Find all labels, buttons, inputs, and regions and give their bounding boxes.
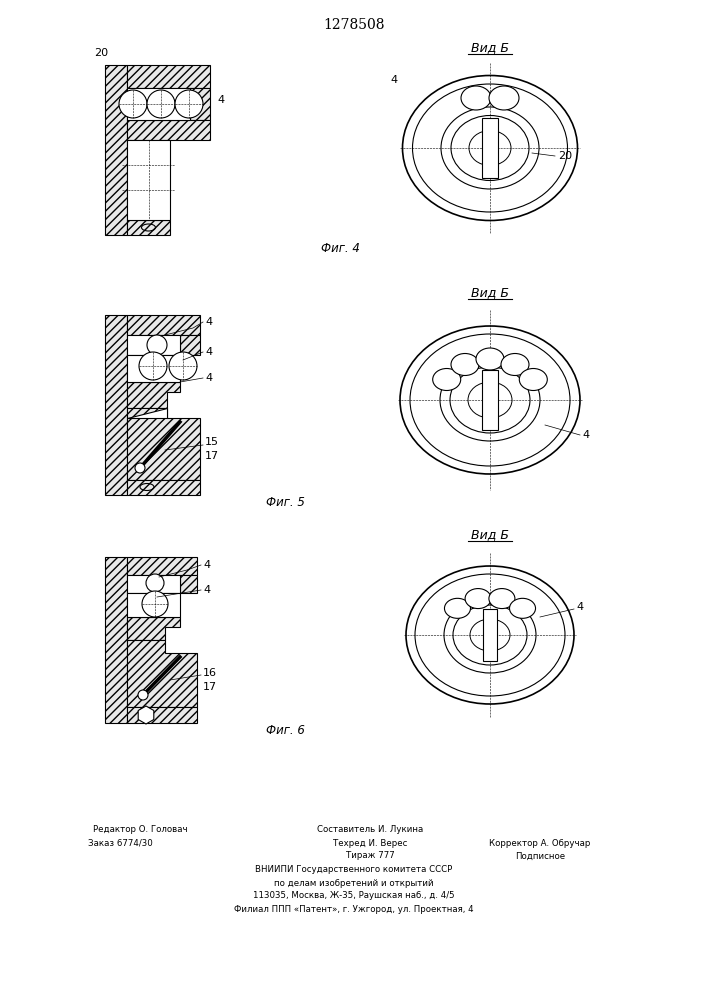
Text: Редактор О. Головач: Редактор О. Головач [93,826,187,834]
Polygon shape [190,88,210,120]
Text: Корректор А. Обручар: Корректор А. Обручар [489,838,590,848]
Polygon shape [127,408,200,480]
Polygon shape [127,140,170,220]
Polygon shape [127,575,180,593]
Polygon shape [127,315,200,335]
Ellipse shape [461,86,491,110]
Text: Фиг. 4: Фиг. 4 [320,241,359,254]
Polygon shape [127,65,210,88]
Polygon shape [105,557,127,723]
Ellipse shape [510,598,535,618]
Ellipse shape [489,86,519,110]
Polygon shape [127,557,197,575]
Polygon shape [105,65,127,235]
Polygon shape [127,382,180,408]
Text: 4: 4 [203,585,210,595]
Polygon shape [127,120,210,140]
Ellipse shape [489,589,515,609]
Circle shape [139,352,167,380]
Text: 15: 15 [205,437,219,447]
Text: Вид Б: Вид Б [471,41,509,54]
Polygon shape [127,220,170,235]
Text: 17: 17 [205,451,219,461]
Polygon shape [180,335,200,355]
Text: по делам изобретений и открытий: по делам изобретений и открытий [274,879,434,888]
Circle shape [169,352,197,380]
Polygon shape [127,355,180,382]
Ellipse shape [445,598,470,618]
Polygon shape [127,640,197,707]
Text: 4: 4 [576,602,583,612]
Circle shape [138,690,148,700]
Text: Тираж 777: Тираж 777 [346,852,395,860]
Text: 4: 4 [205,347,212,357]
Text: ВНИИПИ Государственного комитета СССР: ВНИИПИ Государственного комитета СССР [255,865,452,874]
Text: 4: 4 [203,560,210,570]
Text: Фиг. 6: Фиг. 6 [266,724,305,736]
Text: Техред И. Верес: Техред И. Верес [333,838,407,848]
Ellipse shape [476,348,504,370]
Text: Заказ 6774/30: Заказ 6774/30 [88,838,153,848]
Circle shape [147,335,167,355]
Polygon shape [127,480,200,495]
Bar [482,370,498,430]
Text: Подписное: Подписное [515,852,565,860]
Ellipse shape [501,353,529,375]
Text: 4: 4 [582,430,589,440]
Circle shape [142,591,168,617]
Text: 113035, Москва, Ж-35, Раушская наб., д. 4/5: 113035, Москва, Ж-35, Раушская наб., д. … [253,892,455,900]
Ellipse shape [451,353,479,375]
Polygon shape [127,335,180,355]
Text: 4: 4 [205,373,212,383]
Text: 16: 16 [203,668,217,678]
Ellipse shape [433,368,461,390]
Polygon shape [127,593,180,617]
Text: 17: 17 [203,682,217,692]
Circle shape [146,574,164,592]
Ellipse shape [465,589,491,609]
Text: 4: 4 [391,75,398,85]
Text: Вид Б: Вид Б [471,528,509,542]
Circle shape [147,90,175,118]
Polygon shape [138,706,154,724]
Text: Фиг. 5: Фиг. 5 [266,495,305,508]
Text: 20: 20 [558,151,572,161]
Polygon shape [127,88,190,120]
Polygon shape [127,408,167,418]
Polygon shape [180,575,197,593]
Bar [483,609,497,661]
Polygon shape [127,707,197,723]
Text: 1278508: 1278508 [323,18,385,32]
Text: Составитель И. Лукина: Составитель И. Лукина [317,826,423,834]
Bar [482,118,498,178]
Circle shape [175,90,203,118]
Circle shape [119,90,147,118]
Text: Филиал ППП «Патент», г. Ужгород, ул. Проектная, 4: Филиал ППП «Патент», г. Ужгород, ул. Про… [234,904,474,914]
Polygon shape [105,315,127,495]
Text: 20: 20 [94,48,108,58]
Circle shape [135,463,145,473]
Text: 4: 4 [217,95,224,105]
Text: 4: 4 [205,317,212,327]
Ellipse shape [520,368,547,390]
Text: Вид Б: Вид Б [471,286,509,300]
Polygon shape [127,617,180,640]
